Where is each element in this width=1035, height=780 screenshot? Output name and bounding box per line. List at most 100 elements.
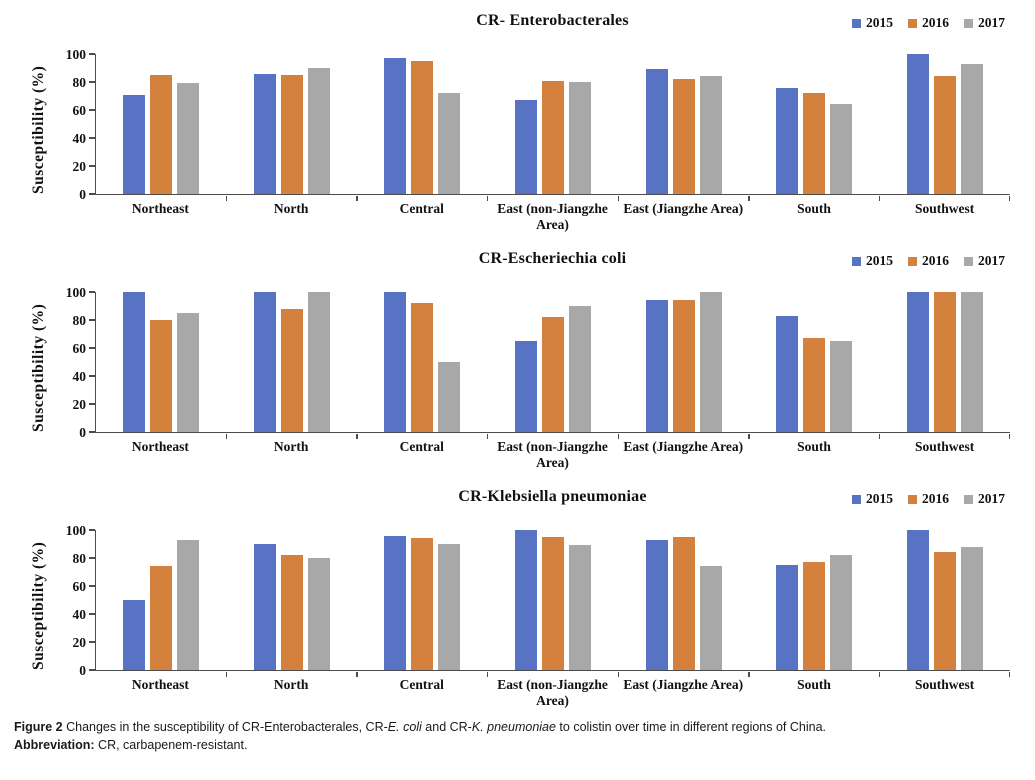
y-axis-label: Susceptibility (%) [30,65,47,194]
bar-2016-east-jiangzhe-area [672,300,695,433]
y-tick-mark [88,585,95,587]
bar-2017-southwest [960,546,983,671]
x-label-southwest: Southwest [915,439,975,455]
bar-group-east-jiangzhe-area [618,530,749,671]
x-tick-mark [1008,671,1010,677]
x-label-northeast: Northeast [131,677,189,693]
bar-2015-central [384,58,407,194]
bar-2017-east-non-jiangzhe-area [569,306,592,433]
legend-label: 2015 [866,15,893,30]
x-label-east-jiangzhe-area: East (Jiangzhe Area) [623,439,744,455]
bar-groups [96,54,1010,194]
bar-2015-east-non-jiangzhe-area [515,100,538,194]
bar-2016-north [280,308,303,433]
bar-2016-north [280,75,303,194]
legend-swatch-2017 [964,256,973,266]
x-tick-mark [1008,433,1010,439]
x-tick-mark [1008,195,1010,201]
legend-swatch-2016 [908,256,917,266]
y-axis-label: Susceptibility (%) [30,541,47,671]
plot-area: Susceptibility (%) 0 20 40 60 80 100 [30,47,1010,201]
x-axis-labels: Northeast North Central East (non-Jiangzhe … [95,677,1010,708]
bar-group-southwest [879,54,1010,194]
bar-group-northeast [96,292,227,433]
bar-2017-south [830,104,853,194]
y-tick-mark [88,137,95,139]
charts-container: CR- Enterobacterales 2015 2016 2017 Suscepti… [0,12,1035,708]
x-label-north: North [273,677,309,693]
bar-2016-east-jiangzhe-area [672,537,695,671]
bar-2016-southwest [933,552,956,671]
legend-item-2017: 2017 [964,15,1005,31]
legend-swatch-2017 [964,494,973,504]
x-tick-mark [878,433,881,439]
y-tick-mark [88,669,95,671]
legend-item-2017: 2017 [964,491,1005,507]
x-tick-mark [486,433,489,439]
bar-group-north [227,292,358,433]
legend-swatch-2015 [852,18,861,28]
y-tick-label: 80 [72,312,87,328]
bar-group-north [227,54,358,194]
legend-label: 2015 [866,491,893,507]
x-tick-mark [225,195,228,201]
x-axis-labels: Northeast North Central East (non-Jiangzhe … [95,201,1010,232]
x-tick-mark [617,433,620,439]
bar-group-northeast [96,530,227,671]
x-label-central: Central [399,201,444,216]
x-label-south: South [797,439,831,455]
bar-group-east-jiangzhe-area [618,54,749,194]
figure-caption: Figure 2 Changes in the susceptibility o… [14,718,1014,754]
caption-segment: E. coli [387,720,422,735]
y-tick-label: 100 [65,46,86,62]
y-tick-mark [88,641,95,643]
legend-item-2016: 2016 [908,491,949,507]
y-tick-mark [88,529,95,531]
x-tick-mark [356,433,358,439]
bar-2016-central [411,538,434,671]
bar-2017-central [438,93,461,194]
x-label-east-jiangzhe-area: East (Jiangzhe Area) [623,201,744,216]
legend-swatch-2017 [964,18,973,28]
bar-2016-south [803,562,826,671]
legend-label: 2017 [978,15,1005,30]
y-tick-mark [88,291,95,293]
bar-group-southwest [879,292,1010,433]
bar-group-east-non-jiangzhe-area [488,292,619,433]
caption-segment: CR, carbapenem-resistant. [98,738,248,753]
x-tick-mark [878,671,881,677]
bar-2016-northeast [150,75,173,194]
y-tick-mark [88,347,95,349]
bar-groups [96,530,1010,671]
y-tick-label: 20 [72,158,87,174]
legend-item-2015: 2015 [852,491,893,507]
bar-2017-east-non-jiangzhe-area [569,545,592,671]
x-axis-labels: Northeast North Central East (non-Jiangzhe … [95,439,1010,470]
bar-2015-southwest [906,530,929,671]
legend-item-2016: 2016 [908,15,949,31]
chart-title: CR-Escheriechia coli [478,250,627,268]
legend-swatch-2015 [852,256,861,266]
caption-segment: to colistin over time in different regio… [555,720,826,735]
y-tick-label: 80 [72,74,87,90]
legend: 2015 2016 2017 [852,491,1005,507]
plot-area: Susceptibility (%) 0 20 40 60 80 100 [30,523,1010,677]
x-label-south: South [797,677,831,693]
bar-2015-north [253,73,276,194]
x-tick-mark [748,195,750,201]
x-tick-mark [878,195,881,201]
x-tick-mark [225,433,228,439]
bar-2016-central [411,61,434,194]
bar-2015-north [253,544,276,671]
bar-group-central [357,530,488,671]
bar-2016-central [411,303,434,433]
y-tick-mark [88,81,95,83]
y-tick-label: 0 [79,662,86,678]
x-tick-mark [356,671,358,677]
caption-line-2: Abbreviation: CR, carbapenem-resistant. [14,736,1014,754]
x-label-east-jiangzhe-area: East (Jiangzhe Area) [623,677,744,693]
bar-group-central [357,292,488,433]
bar-2017-south [830,341,853,433]
bar-2017-northeast [177,539,200,671]
legend: 2015 2016 2017 [852,15,1005,31]
